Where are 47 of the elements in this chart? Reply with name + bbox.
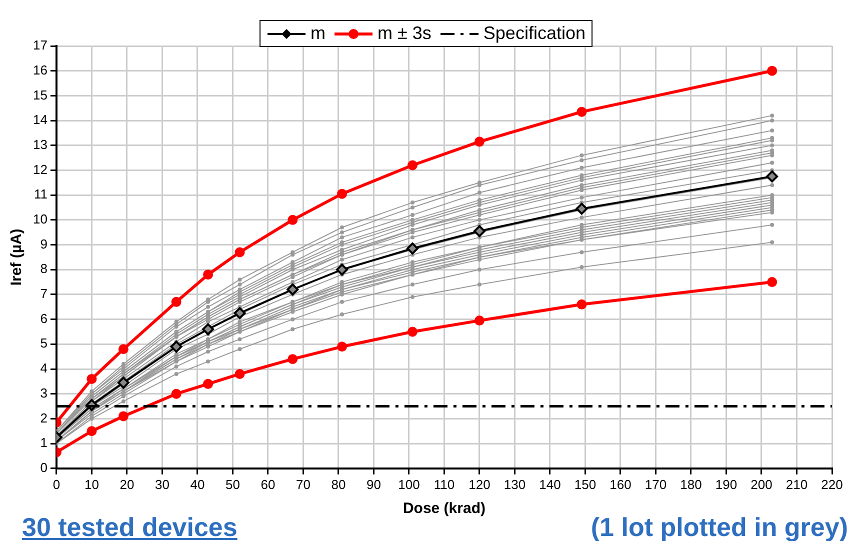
- x-tick-label: 50: [225, 476, 240, 492]
- y-tick-label: 0: [40, 460, 48, 475]
- legend-label: m: [310, 23, 326, 43]
- x-tick-label: 70: [296, 476, 310, 492]
- x-tick-label: 30: [154, 476, 170, 492]
- y-tick-label: 2: [40, 410, 48, 426]
- x-tick-label: 110: [434, 476, 455, 492]
- y-tick-label: 8: [40, 261, 48, 276]
- legend-label: Specification: [483, 23, 586, 43]
- x-tick-label: 160: [610, 476, 632, 492]
- x-tick-label: 170: [644, 476, 667, 492]
- x-tick-label: 190: [715, 476, 738, 492]
- y-tick-label: 16: [32, 62, 48, 78]
- x-tick-label: 80: [331, 476, 346, 492]
- x-tick-label: 130: [504, 476, 526, 492]
- y-tick-label: 5: [40, 336, 48, 351]
- x-tick-label: 20: [120, 476, 134, 492]
- y-tick-label: 13: [32, 136, 48, 152]
- y-tick-label: 17: [32, 38, 48, 53]
- y-axis-title: Iref (µA): [8, 228, 26, 286]
- x-axis-title: Dose (krad): [402, 500, 486, 518]
- y-tick-label: 3: [40, 385, 48, 400]
- x-tick-label: 180: [680, 476, 702, 492]
- x-tick-label: 90: [366, 476, 381, 492]
- y-tick-label: 15: [32, 87, 48, 102]
- y-tick-label: 12: [32, 162, 48, 177]
- x-tick-label: 210: [786, 476, 808, 492]
- x-tick-label: 120: [468, 476, 490, 492]
- y-tick-label: 6: [40, 310, 48, 326]
- y-tick-label: 10: [32, 212, 48, 227]
- x-tick-label: 100: [398, 476, 420, 492]
- legend-label: m ± 3s: [378, 23, 432, 43]
- text: 30 tested devices: [22, 512, 238, 541]
- x-tick-label: 0: [52, 476, 60, 492]
- y-tick-label: 11: [34, 186, 48, 202]
- y-tick-label: 9: [40, 236, 48, 252]
- y-tick-label: 4: [40, 360, 48, 376]
- x-tick-label: 200: [750, 476, 772, 492]
- x-tick-label: 150: [574, 476, 596, 492]
- y-tick-label: 1: [40, 435, 48, 450]
- y-tick-label: 7: [40, 286, 48, 302]
- x-tick-label: 40: [190, 476, 205, 492]
- x-tick-label: 220: [821, 476, 843, 492]
- x-tick-label: 10: [84, 476, 99, 492]
- x-tick-label: 60: [260, 476, 276, 492]
- x-tick-label: 140: [539, 476, 561, 492]
- y-tick-label: 14: [32, 112, 48, 128]
